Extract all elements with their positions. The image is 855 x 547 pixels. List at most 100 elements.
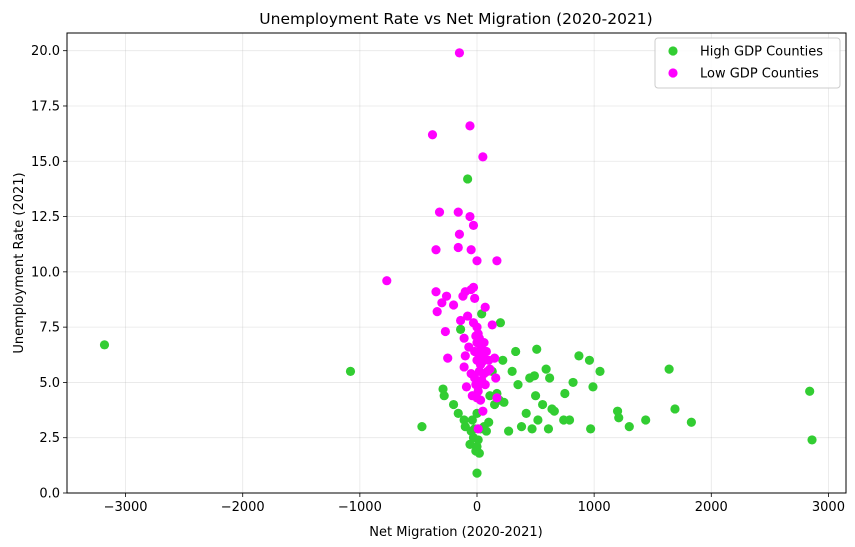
data-point (470, 293, 480, 303)
x-tick-label: 1000 (578, 500, 611, 515)
data-point (485, 391, 495, 401)
data-point (588, 382, 598, 392)
data-point (498, 355, 508, 365)
data-point (440, 326, 450, 337)
y-tick-label: 10.0 (31, 265, 60, 280)
data-point (465, 121, 475, 131)
data-point (480, 380, 490, 390)
data-point (478, 406, 488, 416)
data-point (595, 366, 605, 376)
data-point (513, 380, 523, 390)
data-point (448, 399, 459, 410)
data-point (670, 404, 680, 414)
data-point (459, 362, 469, 372)
data-point (641, 415, 651, 425)
data-point (453, 242, 463, 253)
data-point (538, 399, 548, 410)
y-tick-label: 2.5 (39, 431, 60, 446)
data-point (478, 152, 488, 162)
y-tick-label: 12.5 (31, 210, 60, 225)
data-point (504, 426, 514, 436)
data-point (382, 276, 392, 286)
data-point (431, 245, 441, 255)
y-tick-label: 5.0 (39, 376, 60, 391)
data-point (448, 300, 459, 310)
data-point (427, 130, 438, 140)
y-axis-ticks: 0.0 2.5 5.0 7.5 10.0 12.5 15.0 17.5 20.0 (31, 44, 67, 502)
data-point (543, 424, 554, 434)
data-point (532, 344, 542, 354)
data-point (345, 366, 356, 376)
data-point (480, 302, 490, 312)
series-low-gdp (382, 48, 502, 434)
data-point (473, 424, 483, 434)
data-point (541, 364, 551, 374)
x-tick-label: −3000 (104, 500, 148, 515)
legend-marker-high-gdp (668, 46, 678, 56)
data-point (560, 388, 570, 399)
x-tick-label: −1000 (338, 500, 382, 515)
data-point (484, 417, 494, 427)
data-point (453, 207, 463, 217)
data-point (481, 426, 491, 436)
data-point (463, 174, 473, 184)
y-tick-label: 0.0 (39, 487, 60, 502)
x-tick-label: 0 (473, 500, 481, 515)
chart-title: Unemployment Rate vs Net Migration (2020… (259, 10, 652, 28)
legend-marker-low-gdp (668, 68, 678, 78)
data-point (474, 448, 484, 458)
data-point (664, 364, 674, 374)
data-point (459, 333, 469, 343)
data-point (417, 422, 427, 432)
data-point (475, 395, 486, 405)
data-point (456, 315, 466, 326)
data-point (487, 320, 497, 330)
data-point (99, 340, 110, 350)
x-tick-label: 3000 (812, 500, 845, 515)
data-point (533, 415, 543, 425)
data-points (99, 48, 817, 478)
data-point (481, 346, 491, 357)
data-point (453, 408, 463, 418)
x-tick-label: −2000 (221, 500, 265, 515)
data-point (624, 422, 634, 432)
data-point (499, 397, 509, 407)
data-point (511, 346, 521, 357)
y-tick-label: 17.5 (31, 99, 60, 114)
data-point (443, 353, 453, 363)
data-point (489, 353, 500, 363)
data-point (441, 291, 452, 301)
data-point (466, 245, 476, 255)
data-point (568, 377, 578, 388)
data-point (805, 386, 815, 396)
data-point (516, 422, 527, 432)
data-point (460, 351, 470, 361)
x-axis-label: Net Migration (2020-2021) (369, 525, 542, 540)
data-point (454, 48, 465, 58)
data-point (431, 287, 441, 297)
data-point (454, 229, 465, 239)
data-point (807, 435, 817, 445)
data-point (495, 318, 506, 328)
y-tick-label: 15.0 (31, 155, 60, 170)
data-point (549, 406, 559, 416)
data-point (467, 415, 477, 425)
y-axis-label: Unemployment Rate (2021) (12, 172, 27, 353)
data-point (473, 435, 483, 445)
data-point (529, 371, 540, 381)
x-axis-ticks: −3000 −2000 −1000 0 1000 2000 3000 (104, 493, 845, 515)
data-point (492, 256, 502, 266)
data-point (507, 366, 517, 376)
data-point (472, 468, 482, 478)
data-point (491, 373, 501, 383)
data-point (468, 220, 479, 231)
legend: High GDP Counties Low GDP Counties (654, 37, 841, 89)
data-point (530, 391, 541, 401)
x-tick-label: 2000 (695, 500, 728, 515)
data-point (584, 355, 595, 365)
legend-box (654, 37, 841, 89)
data-point (468, 282, 479, 292)
data-point (564, 415, 575, 425)
data-point (545, 373, 555, 383)
